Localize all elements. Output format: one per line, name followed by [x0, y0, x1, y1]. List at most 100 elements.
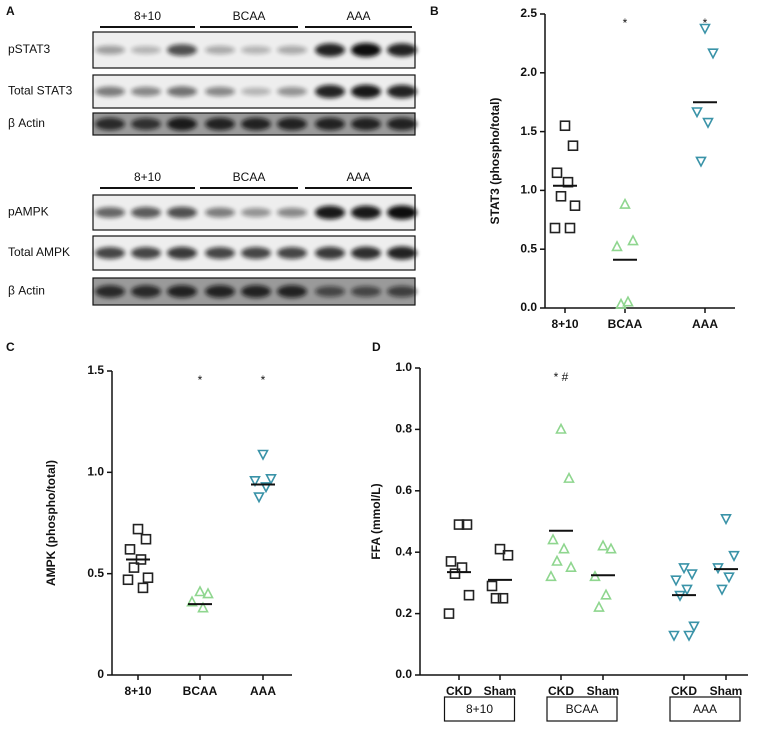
point — [695, 156, 707, 168]
point — [132, 523, 144, 535]
point — [627, 234, 639, 246]
panel-label: A — [6, 4, 15, 18]
y-tick-label: 0.4 — [395, 544, 412, 558]
point — [615, 297, 627, 309]
blot-label: pAMPK — [8, 205, 49, 219]
significance: * — [703, 16, 708, 30]
band — [167, 44, 197, 56]
point — [463, 589, 475, 601]
panel-label: C — [6, 340, 15, 354]
x-tick-label: Sham — [587, 684, 620, 698]
series — [122, 523, 154, 594]
series — [443, 519, 475, 619]
y-axis-label: STAT3 (phospho/total) — [488, 98, 502, 225]
band — [241, 117, 271, 131]
y-tick-label: 1.5 — [520, 124, 537, 138]
point — [565, 560, 577, 572]
band — [315, 205, 345, 220]
point — [555, 422, 567, 434]
band — [241, 87, 271, 96]
y-tick-label: 0.8 — [395, 422, 412, 436]
x-tick-label: CKD — [548, 684, 574, 698]
band — [95, 285, 125, 298]
y-tick-label: 0.0 — [395, 667, 412, 681]
x-tick-label: 8+10 — [551, 317, 578, 331]
y-tick-label: 1.0 — [520, 183, 537, 197]
series — [611, 197, 639, 309]
point — [547, 533, 559, 545]
x-tick-label: AAA — [250, 684, 276, 698]
point — [124, 544, 136, 555]
y-tick-label: 0 — [97, 667, 104, 681]
significance: * — [198, 373, 203, 387]
band — [95, 207, 125, 218]
point — [678, 563, 690, 575]
band — [351, 43, 381, 57]
point — [197, 601, 209, 613]
point — [497, 592, 509, 604]
band — [387, 205, 417, 220]
band — [205, 285, 235, 298]
blot-label: Total STAT3 — [8, 84, 73, 98]
group-box — [546, 696, 618, 722]
group-label: BCAA — [566, 702, 599, 716]
blot-label: Total AMPK — [8, 245, 70, 259]
point — [453, 519, 465, 530]
point — [597, 539, 609, 551]
band — [315, 246, 345, 260]
band — [167, 206, 197, 219]
band — [95, 247, 125, 259]
y-tick-label: 2.5 — [520, 6, 537, 20]
point — [502, 549, 514, 561]
point — [202, 587, 214, 599]
band — [95, 117, 125, 131]
significance: * — [623, 16, 628, 30]
x-tick-label: AAA — [692, 317, 718, 331]
band — [241, 207, 271, 218]
x-tick-label: Sham — [710, 684, 743, 698]
series — [668, 563, 700, 642]
band — [387, 43, 417, 57]
point — [122, 574, 134, 586]
band — [167, 86, 197, 97]
point — [551, 167, 563, 179]
point — [461, 519, 473, 530]
point — [260, 482, 272, 494]
band — [95, 45, 125, 55]
band — [277, 45, 307, 55]
series — [549, 120, 581, 234]
point — [611, 240, 623, 252]
blot-label: β Actin — [8, 116, 45, 130]
y-tick-label: 1.0 — [87, 465, 104, 479]
point — [128, 562, 140, 573]
point — [555, 190, 567, 202]
band — [277, 247, 307, 259]
y-axis-label: FFA (mmol/L) — [369, 483, 383, 559]
point — [564, 222, 576, 234]
x-tick-label: 8+10 — [124, 684, 151, 698]
band — [315, 43, 345, 57]
point — [449, 568, 461, 579]
point — [683, 630, 695, 642]
band — [167, 117, 197, 131]
band — [205, 45, 235, 55]
point — [559, 120, 571, 132]
band — [315, 84, 345, 99]
point — [558, 542, 570, 554]
group-label: BCAA — [233, 170, 266, 184]
band — [351, 205, 381, 220]
y-tick-label: 1.0 — [395, 360, 412, 374]
series — [249, 449, 277, 504]
point — [668, 630, 680, 642]
point — [140, 533, 152, 545]
series — [691, 23, 719, 168]
band — [277, 86, 307, 97]
band — [95, 86, 125, 97]
y-tick-label: 1.5 — [87, 363, 104, 377]
band — [351, 117, 381, 131]
group-label: AAA — [346, 170, 370, 184]
point — [593, 600, 605, 612]
band — [241, 247, 271, 259]
y-tick-label: 2.0 — [520, 65, 537, 79]
